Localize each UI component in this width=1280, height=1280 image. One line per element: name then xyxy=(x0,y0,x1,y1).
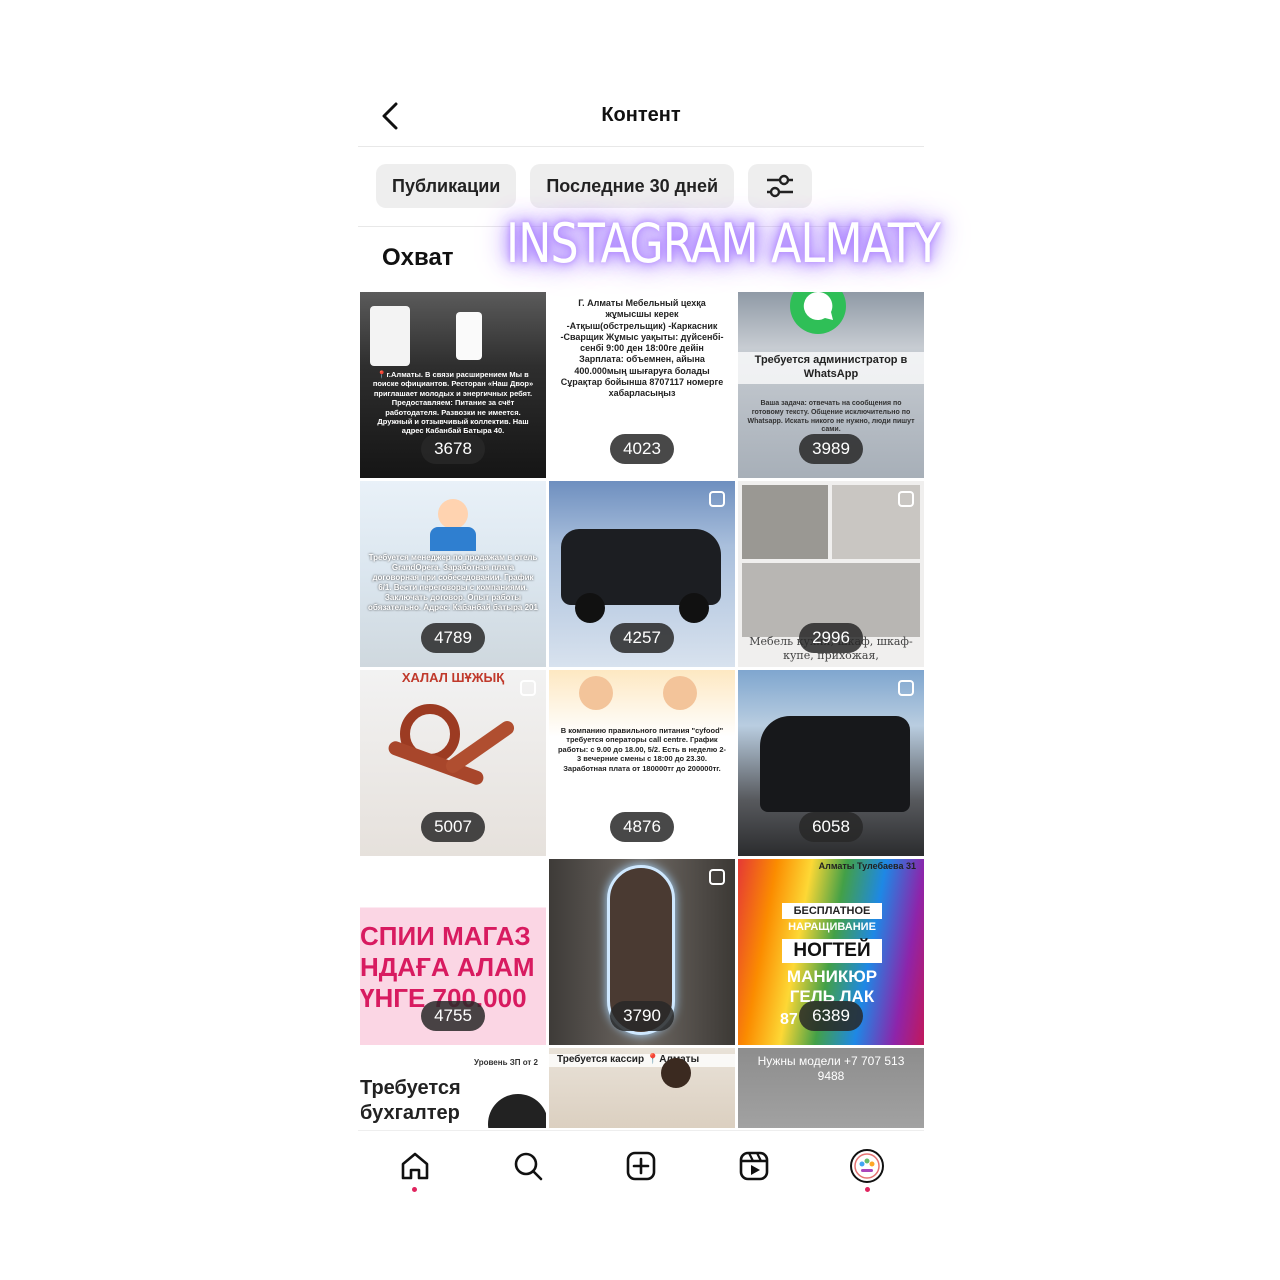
illustration-head xyxy=(579,676,613,710)
post-caption: Г. Алматы Мебельный цехқа жұмысшы керек … xyxy=(560,298,724,398)
whatsapp-icon xyxy=(790,292,846,334)
post-subcaption: Уровень ЗП от 2 xyxy=(474,1058,538,1067)
post-caption: Мебель кухня, шкаф, шкаф-купе, прихожая, xyxy=(749,635,913,662)
filter-bar: Публикации Последние 30 дней xyxy=(376,164,813,208)
reach-badge: 4023 xyxy=(610,434,674,464)
promo-label: БЕСПЛАТНОЕ xyxy=(782,903,882,919)
reach-badge: 4789 xyxy=(421,623,485,653)
promo-phone: 87 xyxy=(780,1011,798,1028)
illustration-head xyxy=(438,499,468,529)
illustration-body xyxy=(430,527,476,551)
home-icon xyxy=(401,1152,428,1180)
post-tile[interactable]: 3790 xyxy=(549,859,735,1045)
post-caption: Требуется бухгалтер xyxy=(360,1077,461,1124)
profile-avatar xyxy=(850,1149,885,1183)
notification-dot xyxy=(412,1187,418,1192)
reach-badge: 2996 xyxy=(799,623,863,653)
reach-badge: 4257 xyxy=(610,623,674,653)
post-tile[interactable]: СПИИ МАГАЗ НДАҒА АЛАМ ҮНГЕ 700.000 4755 xyxy=(360,859,546,1045)
back-button[interactable] xyxy=(372,98,408,134)
illustration-head xyxy=(661,1058,691,1088)
nav-profile[interactable] xyxy=(847,1146,887,1192)
multi-post-icon xyxy=(520,680,536,696)
post-caption: Требуется кассир 📍Алматы xyxy=(549,1054,735,1067)
post-tile[interactable]: В компанию правильного питания "cyfood" … xyxy=(549,670,735,856)
post-caption: СПИИ МАГАЗ НДАҒА АЛАМ ҮНГЕ 700.000 xyxy=(360,921,535,1014)
post-tile[interactable]: 4257 xyxy=(549,481,735,667)
sliders-icon xyxy=(767,174,794,198)
post-tile[interactable]: Требуется менеджер по продажам в отель G… xyxy=(360,481,546,667)
reach-badge: 4876 xyxy=(610,812,674,842)
wheel-shape xyxy=(679,593,709,623)
post-tile[interactable]: ХАЛАЛ ШҰЖЫҚ 5007 xyxy=(360,670,546,856)
divider xyxy=(358,226,924,227)
post-caption: Алматы Тулебаева 31 xyxy=(818,861,916,871)
promo-label: НОГТЕЙ xyxy=(782,939,882,963)
wheel-shape xyxy=(575,593,605,623)
post-subcaption: Ваша задача: отвечать на сообщения по го… xyxy=(747,400,915,434)
chevron-left-icon xyxy=(382,102,398,130)
divider xyxy=(358,146,924,147)
content-type-filter[interactable]: Публикации xyxy=(376,164,517,208)
post-tile[interactable]: Требуется администратор в WhatsApp Ваша … xyxy=(738,292,924,478)
post-tile[interactable]: Уровень ЗП от 2 Требуется бухгалтер xyxy=(360,1048,546,1128)
post-tile[interactable]: Требуется кассир 📍Алматы xyxy=(549,1048,735,1128)
multi-post-icon xyxy=(898,491,914,507)
period-filter[interactable]: Последние 30 дней xyxy=(530,164,735,208)
nav-search[interactable] xyxy=(508,1146,548,1186)
search-icon xyxy=(514,1152,543,1181)
post-tile[interactable]: 📍г.Алматы. В связи расширением Мы в поис… xyxy=(360,292,546,478)
phone-screen: Контент Публикации Последние 30 дней Охв… xyxy=(358,84,924,1200)
multi-post-icon xyxy=(709,491,725,507)
multi-post-icon xyxy=(898,680,914,696)
filter-settings-button[interactable] xyxy=(748,164,813,208)
top-bar: Контент xyxy=(358,84,924,146)
page-title: Контент xyxy=(601,104,681,126)
photo-shape xyxy=(832,485,920,559)
post-caption: 📍г.Алматы. В связи расширением Мы в поис… xyxy=(372,370,534,436)
post-tile[interactable]: Мебель кухня, шкаф, шкаф-купе, прихожая,… xyxy=(738,481,924,667)
promo-label: МАНИКЮР xyxy=(786,967,878,986)
nav-home[interactable] xyxy=(395,1146,435,1192)
post-caption: В компанию правильного питания "cyfood" … xyxy=(557,726,727,773)
post-caption: Нужны модели +7 707 513 9488 xyxy=(757,1054,905,1083)
post-tile[interactable]: Алматы Тулебаева 31 БЕСПЛАТНОЕ НАРАЩИВАН… xyxy=(738,859,924,1045)
reels-icon xyxy=(739,1151,769,1181)
post-tile[interactable]: Г. Алматы Мебельный цехқа жұмысшы керек … xyxy=(549,292,735,478)
post-caption: ХАЛАЛ ШҰЖЫҚ xyxy=(401,670,505,685)
section-title: Охват xyxy=(382,244,454,271)
photo-shape xyxy=(370,306,410,366)
reach-badge: 6058 xyxy=(799,812,863,842)
post-caption: Требуется менеджер по продажам в отель G… xyxy=(368,553,538,612)
watermark-text: INSTAGRAM ALMATY xyxy=(506,212,941,275)
post-tile[interactable]: Нужны модели +7 707 513 9488 xyxy=(738,1048,924,1128)
plus-square-icon xyxy=(626,1151,656,1181)
photo-shape xyxy=(742,485,828,559)
bottom-navigation xyxy=(358,1130,924,1200)
reach-badge: 3790 xyxy=(610,1001,674,1031)
promo-label: НАРАЩИВАНИЕ xyxy=(788,921,876,933)
reach-badge: 3989 xyxy=(799,434,863,464)
illustration-head xyxy=(663,676,697,710)
nav-reels[interactable] xyxy=(734,1146,774,1186)
reach-badge: 6389 xyxy=(799,1001,863,1031)
post-caption: Требуется администратор в WhatsApp xyxy=(738,352,924,384)
reach-badge: 4755 xyxy=(421,1001,485,1031)
notification-dot xyxy=(864,1187,870,1192)
reach-badge: 3678 xyxy=(421,434,485,464)
multi-post-icon xyxy=(709,869,725,885)
post-tile[interactable]: 6058 xyxy=(738,670,924,856)
post-grid: 📍г.Алматы. В связи расширением Мы в поис… xyxy=(360,292,924,1128)
photo-shape xyxy=(456,312,482,360)
reach-badge: 5007 xyxy=(421,812,485,842)
car-shape xyxy=(561,529,721,605)
nav-create[interactable] xyxy=(621,1146,661,1186)
van-shape xyxy=(760,716,910,812)
